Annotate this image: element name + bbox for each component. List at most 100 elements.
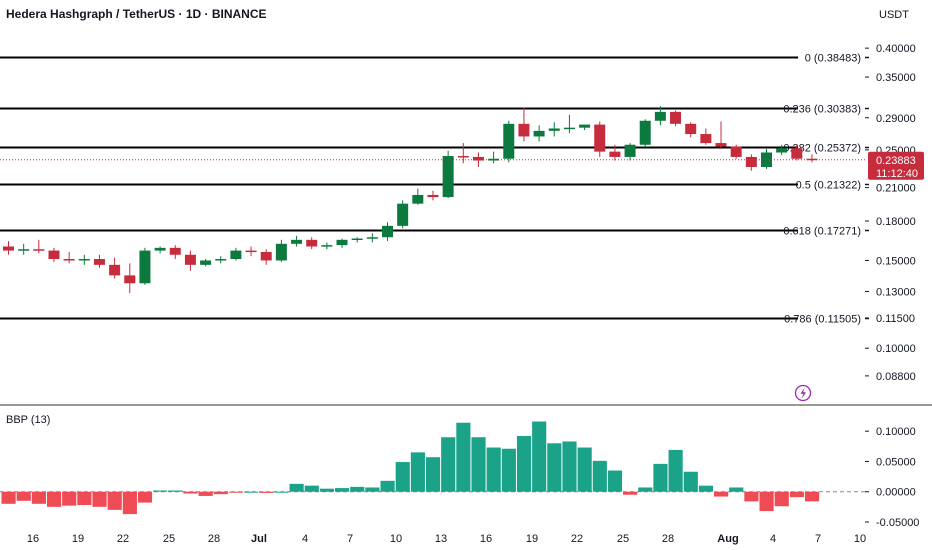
time-tick-label: 28 bbox=[662, 533, 674, 545]
time-tick-label: 10 bbox=[390, 533, 402, 545]
candle-body bbox=[184, 254, 196, 265]
candle-body bbox=[791, 148, 803, 159]
candle-body bbox=[503, 123, 515, 159]
bbp-bar bbox=[107, 491, 122, 510]
time-tick-label: 7 bbox=[347, 533, 353, 545]
candle-body bbox=[336, 239, 348, 246]
candle-body bbox=[78, 259, 90, 261]
bbp-bar bbox=[137, 491, 153, 503]
bbp-bar bbox=[228, 491, 244, 493]
bbp-bar bbox=[562, 441, 577, 492]
price-tick-label: 0.29000 bbox=[876, 113, 916, 125]
bbp-bar bbox=[319, 488, 335, 492]
candle-body bbox=[245, 250, 257, 253]
candle-body bbox=[200, 260, 212, 265]
bbp-bar bbox=[168, 490, 183, 492]
time-tick-label: 22 bbox=[117, 533, 129, 545]
time-tick-label: 4 bbox=[302, 533, 308, 545]
candle-body bbox=[639, 120, 651, 145]
time-tick-label: 25 bbox=[617, 533, 629, 545]
bbp-bar bbox=[244, 491, 259, 493]
fib-label: 0.236 (0.30383) bbox=[783, 104, 861, 116]
bbp-bar bbox=[486, 447, 501, 492]
price-axis: 0.400000.350000.290000.250000.210000.180… bbox=[865, 43, 919, 529]
lightning-icon[interactable] bbox=[794, 384, 812, 402]
candle-body bbox=[3, 246, 14, 251]
candle-body bbox=[442, 156, 454, 198]
candle-body bbox=[730, 146, 742, 157]
candle-body bbox=[109, 264, 121, 276]
time-tick-label: Aug bbox=[717, 533, 738, 545]
candle-body bbox=[93, 259, 105, 265]
candle-body bbox=[260, 251, 272, 261]
bbp-bar bbox=[714, 491, 729, 497]
candle-body bbox=[670, 111, 682, 124]
bbp-tick-label: -0.05000 bbox=[876, 517, 919, 529]
chart-title: Hedera Hashgraph / TetherUS · 1D · BINAN… bbox=[6, 7, 267, 21]
bbp-bar bbox=[31, 491, 46, 504]
bbp-bar bbox=[774, 491, 789, 507]
bbp-bars bbox=[0, 421, 865, 515]
candle-body bbox=[472, 156, 484, 161]
bbp-bar bbox=[456, 422, 471, 492]
time-tick-label: 7 bbox=[815, 533, 821, 545]
candle-body bbox=[457, 156, 469, 158]
bbp-bar bbox=[380, 480, 395, 492]
fib-levels: 0 (0.38483) 0.236 (0.30383) 0.382 (0.25372… bbox=[0, 53, 869, 326]
time-tick-label: 13 bbox=[435, 533, 447, 545]
candle-body bbox=[806, 158, 818, 161]
bbp-bar bbox=[335, 488, 350, 492]
time-tick-label: 16 bbox=[480, 533, 492, 545]
bbp-bar bbox=[395, 462, 410, 492]
bbp-bar bbox=[577, 447, 592, 492]
bbp-bar bbox=[683, 471, 698, 492]
price-tick-label: 0.40000 bbox=[876, 43, 916, 55]
candle-body bbox=[761, 152, 772, 167]
bbp-bar bbox=[77, 491, 92, 506]
fib-label: 0.618 (0.17271) bbox=[783, 226, 861, 238]
candle-body bbox=[776, 148, 788, 153]
candle-body bbox=[291, 239, 303, 244]
bbp-bar bbox=[547, 443, 562, 492]
indicator-title[interactable]: BBP (13) bbox=[6, 414, 51, 426]
price-tick-label: 0.13000 bbox=[876, 286, 916, 298]
candle-body bbox=[563, 127, 575, 130]
price-badge-bg bbox=[868, 151, 924, 180]
bbp-bar bbox=[623, 491, 638, 495]
bbp-bar bbox=[122, 491, 137, 515]
candle-body bbox=[745, 156, 757, 167]
candles bbox=[0, 106, 865, 294]
bbp-bar bbox=[289, 483, 304, 492]
bbp-bar bbox=[729, 487, 744, 492]
candle-body bbox=[594, 124, 606, 152]
candle-body bbox=[275, 243, 287, 261]
time-tick-label: 19 bbox=[72, 533, 84, 545]
time-tick-label: 10 bbox=[854, 533, 866, 545]
price-badge-countdown: 11:12:40 bbox=[876, 168, 918, 180]
candle-body bbox=[579, 124, 591, 128]
bbp-bar bbox=[592, 460, 607, 492]
bbp-bar bbox=[213, 491, 228, 495]
fib-label: 0.382 (0.25372) bbox=[783, 143, 861, 155]
bbp-bar bbox=[410, 452, 425, 492]
bbp-bar bbox=[653, 463, 668, 492]
bbp-bar bbox=[1, 491, 16, 504]
price-tick-label: 0.11500 bbox=[876, 313, 915, 325]
candle-body bbox=[488, 158, 500, 161]
candle-body bbox=[366, 237, 378, 239]
price-badge-price: 0.23883 bbox=[876, 155, 916, 167]
bbp-bar bbox=[698, 485, 714, 492]
candle-body bbox=[654, 111, 666, 121]
currency-label[interactable]: USDT bbox=[879, 9, 909, 21]
time-tick-label: 28 bbox=[208, 533, 220, 545]
price-tick-label: 0.08800 bbox=[876, 371, 916, 383]
candle-body bbox=[700, 134, 712, 144]
time-tick-label: Jul bbox=[251, 533, 267, 545]
fib-label: 0 (0.38483) bbox=[805, 53, 861, 65]
bbp-bar bbox=[183, 491, 198, 494]
candle-body bbox=[382, 225, 393, 238]
bbp-bar bbox=[668, 449, 683, 492]
bbp-bar bbox=[471, 437, 486, 492]
